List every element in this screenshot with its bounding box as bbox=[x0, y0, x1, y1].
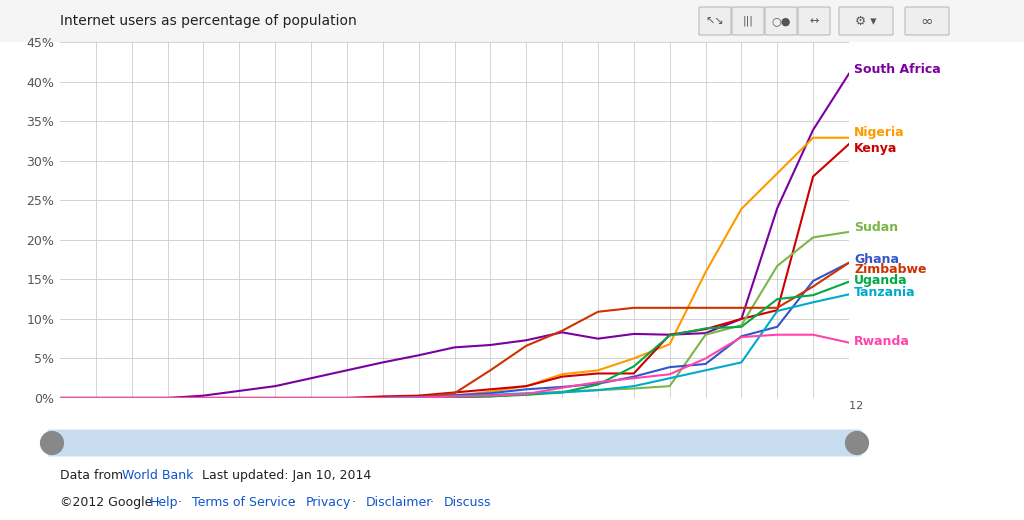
Text: Privacy: Privacy bbox=[306, 496, 351, 509]
Text: ⚙ ▾: ⚙ ▾ bbox=[855, 15, 877, 28]
Text: ·: · bbox=[174, 496, 186, 509]
Text: |||: ||| bbox=[742, 16, 754, 26]
FancyBboxPatch shape bbox=[765, 7, 797, 35]
Text: Nigeria: Nigeria bbox=[854, 126, 905, 139]
Text: Discuss: Discuss bbox=[444, 496, 492, 509]
Text: Ghana: Ghana bbox=[854, 253, 899, 266]
Text: Rwanda: Rwanda bbox=[854, 334, 910, 347]
Text: World Bank: World Bank bbox=[122, 469, 194, 482]
Text: Tanzania: Tanzania bbox=[854, 287, 915, 300]
FancyBboxPatch shape bbox=[732, 7, 764, 35]
Text: Zimbabwe: Zimbabwe bbox=[854, 263, 927, 276]
Text: ·: · bbox=[288, 496, 300, 509]
FancyBboxPatch shape bbox=[798, 7, 830, 35]
Text: South Africa: South Africa bbox=[854, 63, 941, 76]
Text: Last updated: Jan 10, 2014: Last updated: Jan 10, 2014 bbox=[190, 469, 372, 482]
Text: Uganda: Uganda bbox=[854, 274, 907, 287]
Text: Internet users as percentage of population: Internet users as percentage of populati… bbox=[60, 14, 356, 28]
Text: ∞: ∞ bbox=[921, 14, 933, 29]
Text: Kenya: Kenya bbox=[854, 142, 897, 155]
FancyBboxPatch shape bbox=[47, 430, 862, 457]
FancyBboxPatch shape bbox=[699, 7, 731, 35]
Text: ©2012 Google ·: ©2012 Google · bbox=[60, 496, 165, 509]
FancyBboxPatch shape bbox=[839, 7, 893, 35]
Text: ·: · bbox=[348, 496, 360, 509]
Text: Terms of Service: Terms of Service bbox=[193, 496, 296, 509]
FancyBboxPatch shape bbox=[905, 7, 949, 35]
Text: Disclaimer: Disclaimer bbox=[366, 496, 432, 509]
Text: Help: Help bbox=[150, 496, 178, 509]
Text: ↔: ↔ bbox=[809, 16, 818, 26]
Circle shape bbox=[41, 432, 63, 454]
Text: ↖↘: ↖↘ bbox=[706, 16, 724, 26]
Text: ○●: ○● bbox=[771, 16, 791, 26]
Circle shape bbox=[846, 432, 868, 454]
Text: Sudan: Sudan bbox=[854, 222, 898, 235]
Text: Data from: Data from bbox=[60, 469, 127, 482]
Text: ·: · bbox=[426, 496, 438, 509]
